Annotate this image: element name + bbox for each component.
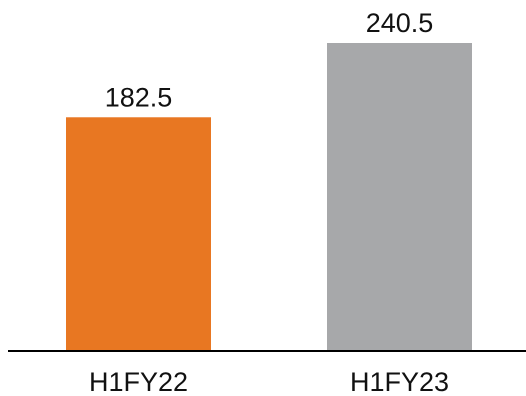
data-label-h1fy22: 182.5 <box>105 82 173 112</box>
bar-h1fy22 <box>66 117 211 351</box>
bars-group <box>66 43 472 351</box>
bar-h1fy23 <box>327 43 472 351</box>
category-label-h1fy22: H1FY22 <box>89 367 188 396</box>
category-labels-group: H1FY22 H1FY23 <box>89 367 449 396</box>
category-label-h1fy23: H1FY23 <box>350 367 449 396</box>
data-label-h1fy23: 240.5 <box>366 8 434 38</box>
data-labels-group: 182.5 240.5 <box>105 8 434 112</box>
